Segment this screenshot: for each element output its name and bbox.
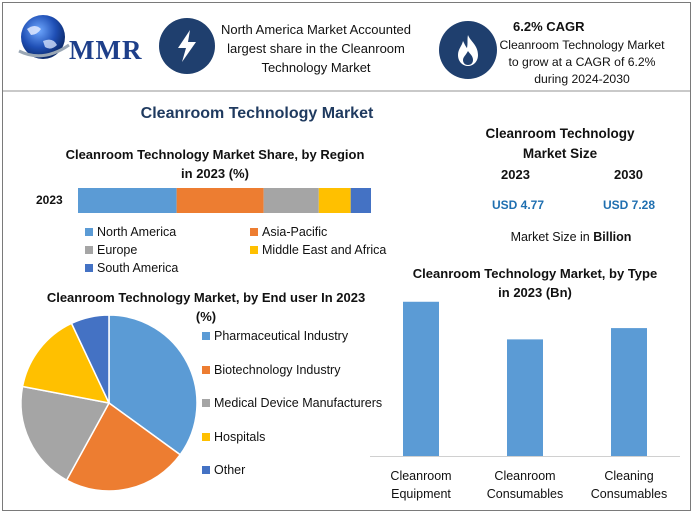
legend-swatch (85, 228, 93, 236)
main-title: Cleanroom Technology Market (140, 105, 374, 122)
pie-legend-item: Other (202, 463, 245, 477)
legend-label: South America (97, 261, 179, 275)
region-segment-europe (263, 188, 319, 213)
lightning-icon (178, 30, 196, 62)
market-size-note-prefix: Market Size in (510, 230, 594, 244)
region-chart-title: Cleanroom Technology Market Share, by Re… (65, 147, 365, 181)
pie-slice-pharmaceutical-industry (108, 314, 198, 456)
legend-label: Middle East and Africa (262, 243, 387, 257)
legend-swatch (202, 332, 210, 340)
legend-label: North America (97, 225, 177, 239)
market-size-note: Market Size in Billion (471, 230, 671, 244)
type-x-tick-label: Cleanroom Equipment (390, 469, 452, 501)
type-x-tick-label: Cleanroom Consumables (486, 469, 564, 501)
region-year-label: 2023 (36, 193, 63, 207)
pie-slice-other (70, 314, 110, 404)
region-segment-north-america (78, 188, 177, 213)
legend-swatch (202, 399, 210, 408)
legend-swatch (202, 432, 210, 441)
pie-slice-medical-device-manufacturers (20, 385, 111, 482)
region-legend-item: North America (85, 225, 176, 239)
region-legend-item: Asia-Pacific (250, 225, 327, 239)
legend-swatch (202, 365, 210, 374)
market-size-year-2023: 2023 (501, 167, 530, 182)
market-size-value-2030: USD 7.28 (603, 198, 656, 212)
pie-legend-item: Biotechnology Industry (202, 363, 340, 377)
flame-badge (439, 21, 497, 79)
market-size-value-2023: USD 4.77 (492, 198, 545, 212)
legend-label: Biotechnology Industry (214, 362, 341, 377)
region-legend-item: Middle East and Africa (250, 243, 386, 257)
cagr-title: 6.2% CAGR (513, 19, 585, 34)
type-bar-0 (403, 301, 439, 456)
pie-legend-item: Hospitals (202, 430, 265, 444)
type-chart-title: Cleanroom Technology Market, by Type in … (412, 266, 658, 300)
lightning-badge (159, 18, 215, 74)
legend-swatch (85, 246, 93, 254)
legend-label: Medical Device Manufacturers (214, 396, 383, 411)
cagr-text: Cleanroom Technology Market to grow at a… (499, 38, 665, 86)
header-bar: MMR North America Market Accounted large… (3, 3, 690, 89)
region-legend-item: Europe (85, 243, 137, 257)
region-segment-asia-pacific (176, 188, 264, 213)
header-divider (3, 90, 690, 92)
end-user-chart-title: Cleanroom Technology Market, by End user… (46, 290, 366, 324)
legend-label: Pharmaceutical Industry (214, 329, 349, 343)
legend-swatch (250, 246, 258, 254)
legend-label: Asia-Pacific (262, 225, 328, 239)
pie-legend-item: Pharmaceutical Industry (202, 329, 348, 343)
pie-slice-biotechnology-industry (65, 401, 182, 492)
region-segment-south-america (350, 188, 371, 213)
market-size-title: Cleanroom Technology Market Size (485, 126, 635, 161)
market-size-note-unit: Billion (593, 230, 632, 244)
market-size-year-2030: 2030 (614, 167, 643, 182)
pie-slice-hospitals (21, 322, 111, 405)
flame-icon (458, 35, 478, 66)
type-x-tick-label: Cleaning Consumables (590, 469, 668, 501)
region-legend-item: South America (85, 261, 178, 275)
legend-swatch (85, 264, 93, 272)
logo-text: MMR (69, 35, 143, 65)
mmr-logo: MMR (13, 11, 148, 71)
legend-swatch (250, 228, 258, 236)
region-segment-middle-east-and-africa (318, 188, 351, 213)
type-bar-2 (611, 328, 647, 456)
north-america-highlight: North America Market Accounted largest s… (220, 22, 412, 75)
globe-icon (18, 15, 70, 59)
pie-legend-item: Medical Device Manufacturers (202, 396, 382, 410)
legend-label: Europe (97, 243, 138, 257)
type-bar-1 (507, 339, 543, 456)
legend-label: Other (214, 463, 246, 478)
legend-swatch (202, 466, 210, 475)
legend-label: Hospitals (214, 429, 266, 444)
